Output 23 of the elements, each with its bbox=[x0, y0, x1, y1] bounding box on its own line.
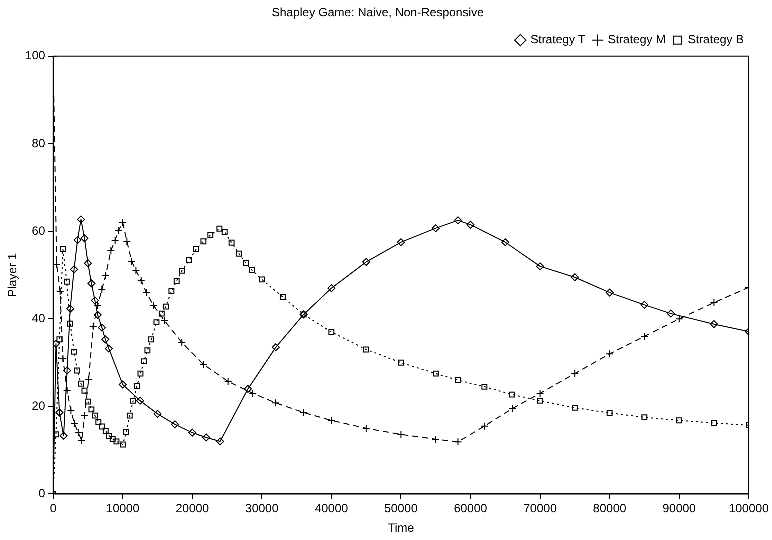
x-tick-label: 20000 bbox=[176, 502, 210, 516]
y-axis-title: Player 1 bbox=[6, 252, 20, 298]
x-axis-title: Time bbox=[388, 521, 415, 536]
y-tick-label: 20 bbox=[32, 398, 46, 413]
y-tick-label: 80 bbox=[32, 136, 46, 150]
x-tick-label: 80000 bbox=[593, 502, 627, 516]
x-tick-label: 70000 bbox=[524, 502, 558, 516]
x-tick-label: 100000 bbox=[728, 502, 770, 516]
x-tick-label: 10000 bbox=[106, 502, 140, 516]
legend-label: Strategy M bbox=[608, 32, 666, 47]
y-tick-label: 60 bbox=[32, 224, 46, 238]
x-tick-label: 90000 bbox=[662, 502, 696, 516]
y-tick-label: 100 bbox=[25, 48, 46, 63]
x-tick-label: 60000 bbox=[454, 502, 488, 516]
legend-label: Strategy T bbox=[530, 32, 586, 47]
x-tick-label: 40000 bbox=[314, 502, 349, 516]
legend-label: Strategy B bbox=[688, 32, 744, 47]
x-tick-label: 50000 bbox=[384, 502, 418, 516]
x-tick-label: 30000 bbox=[245, 502, 280, 516]
x-tick-label: 0 bbox=[50, 502, 58, 516]
y-tick-label: 0 bbox=[38, 486, 46, 501]
y-tick-label: 40 bbox=[32, 311, 46, 326]
chart-title: Shapley Game: Naive, Non-Responsive bbox=[272, 6, 484, 20]
